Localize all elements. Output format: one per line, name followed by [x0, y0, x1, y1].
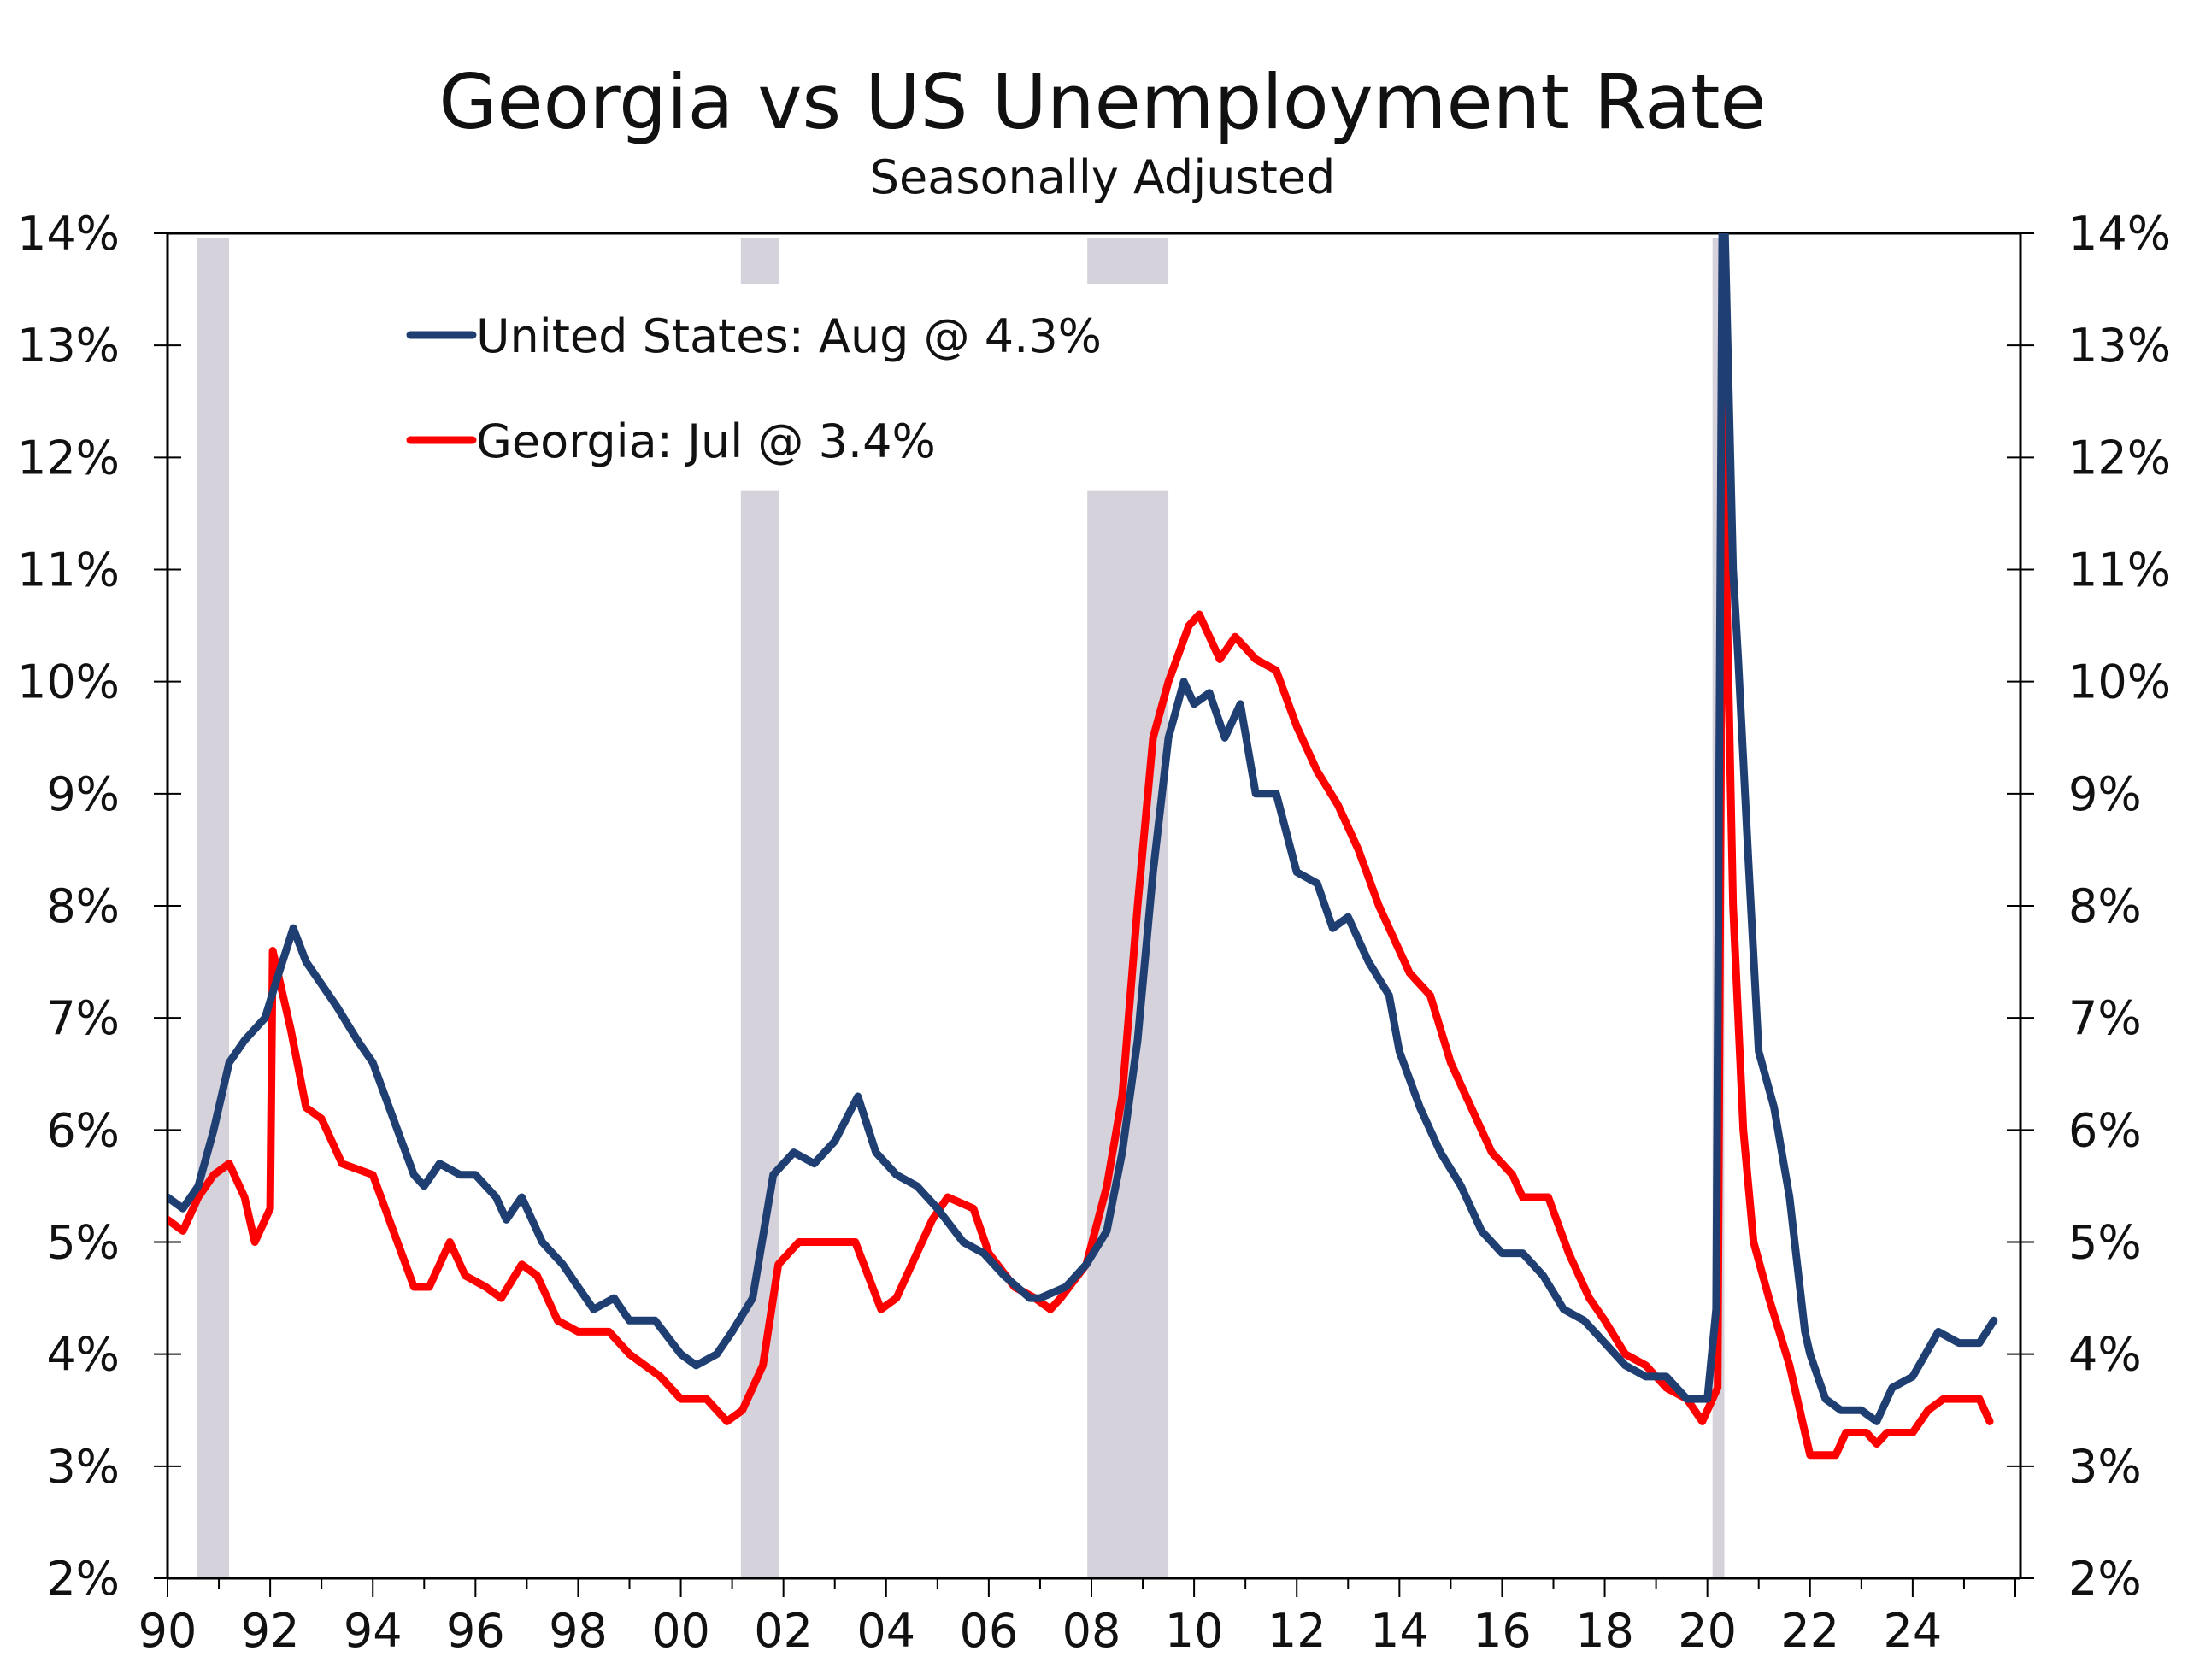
y-tick-label-right: 5%: [2068, 1216, 2142, 1270]
y-tick-label-right: 3%: [2068, 1440, 2142, 1494]
y-tick-label-left: 6%: [46, 1103, 120, 1157]
y-tick-label-right: 6%: [2068, 1103, 2142, 1157]
legend-label-us: United States: Aug @ 4.3%: [476, 309, 1102, 363]
x-tick-label: 16: [1473, 1604, 1532, 1658]
y-tick-label-right: 9%: [2068, 767, 2142, 821]
x-tick-label: 12: [1268, 1604, 1326, 1658]
chart-title: Georgia vs US Unemployment Rate: [438, 58, 1766, 146]
recession-band: [1087, 238, 1169, 285]
y-tick-label-left: 14%: [17, 207, 120, 261]
x-tick-label: 90: [138, 1604, 197, 1658]
x-tick-label: 10: [1165, 1604, 1224, 1658]
y-tick-label-left: 12%: [17, 431, 120, 485]
x-tick-label: 04: [856, 1604, 915, 1658]
series-lines: [168, 233, 1998, 1460]
x-tick-label: 06: [960, 1604, 1019, 1658]
x-tick-label: 22: [1780, 1604, 1839, 1658]
x-tick-label: 18: [1575, 1604, 1634, 1658]
recession-band: [197, 238, 230, 1578]
axes: 2% 2% 3% 3% 4% 4% 5% 5% 6% 6% 7% 7% 8% 8% 9% 9% 10% 10% 11…: [17, 207, 2171, 1658]
x-tick-label: 96: [446, 1604, 505, 1658]
x-tick-label: 02: [754, 1604, 813, 1658]
y-tick-label-right: 4%: [2068, 1328, 2142, 1382]
x-tick-label: 24: [1884, 1604, 1943, 1658]
y-tick-label-left: 8%: [46, 879, 120, 933]
y-tick-label-left: 7%: [46, 991, 120, 1045]
y-tick-label-right: 10%: [2068, 655, 2171, 709]
y-tick-label-left: 10%: [17, 655, 120, 709]
y-tick-label-left: 4%: [46, 1328, 120, 1382]
y-tick-label-left: 11%: [17, 543, 120, 597]
legend: United States: Aug @ 4.3% Georgia: Jul @…: [406, 309, 1102, 468]
y-tick-label-left: 5%: [46, 1216, 120, 1270]
legend-label-ga: Georgia: Jul @ 3.4%: [476, 414, 936, 468]
y-tick-label-left: 13%: [17, 319, 120, 373]
x-tick-label: 94: [344, 1604, 403, 1658]
y-tick-label-right: 8%: [2068, 879, 2142, 933]
x-tick-label: 00: [651, 1604, 710, 1658]
georgia-unemployment-line: [168, 397, 1994, 1460]
y-tick-label-right: 2%: [2068, 1552, 2142, 1606]
y-tick-label-right: 12%: [2068, 431, 2171, 485]
y-tick-label-right: 13%: [2068, 319, 2171, 373]
recession-band: [740, 238, 779, 285]
x-tick-label: 08: [1062, 1604, 1121, 1658]
x-tick-label: 14: [1370, 1604, 1429, 1658]
y-tick-label-left: 3%: [46, 1440, 120, 1494]
y-tick-label-left: 9%: [46, 767, 120, 821]
x-tick-label: 98: [549, 1604, 608, 1658]
us-unemployment-line: [168, 233, 1998, 1425]
y-tick-label-right: 7%: [2068, 991, 2142, 1045]
x-tick-label: 20: [1678, 1604, 1737, 1658]
y-tick-label-right: 11%: [2068, 543, 2171, 597]
y-tick-label-left: 2%: [46, 1552, 120, 1606]
chart-subtitle: Seasonally Adjusted: [870, 150, 1336, 204]
y-tick-label-right: 14%: [2068, 207, 2171, 261]
x-tick-label: 92: [241, 1604, 300, 1658]
recession-band: [740, 490, 779, 1578]
